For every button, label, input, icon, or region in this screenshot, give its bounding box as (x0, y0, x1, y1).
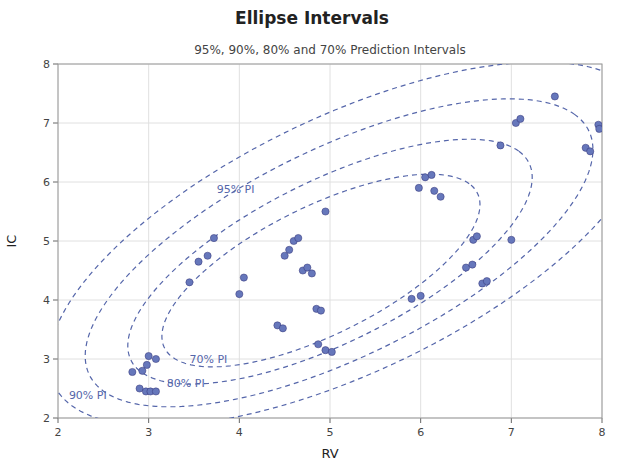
y-axis-label: IC (4, 235, 19, 248)
tick-label: 2 (55, 426, 62, 439)
scatter-point (415, 184, 422, 191)
tick-label: 5 (43, 235, 50, 248)
tick-label: 4 (43, 294, 50, 307)
scatter-point (408, 295, 415, 302)
scatter-point (152, 355, 159, 362)
scatter-point (473, 233, 480, 240)
axes: 2 3 4 5 6 7 8 2 3 4 5 6 7 8 (43, 58, 606, 439)
scatter-point (281, 252, 288, 259)
ellipse-label: 80% PI (167, 377, 205, 390)
scatter-point (431, 187, 438, 194)
scatter-point (204, 252, 211, 259)
tick-label: 4 (236, 426, 243, 439)
scatter-point (328, 348, 335, 355)
subtitle: 95%, 90%, 80% and 70% Prediction Interva… (194, 43, 466, 57)
prediction-ellipse (58, 64, 602, 418)
scatter-point (469, 261, 476, 268)
tick-mark (53, 182, 58, 183)
scatter-point (462, 264, 469, 271)
scatter-point (240, 274, 247, 281)
grid-line (58, 241, 602, 242)
scatter-point (317, 307, 324, 314)
grid-line (58, 359, 602, 360)
prediction-ellipse (162, 174, 480, 367)
scatter-point (304, 264, 311, 271)
grid-line (58, 300, 602, 301)
scatter-point (129, 368, 136, 375)
scatter-point (152, 388, 159, 395)
scatter-point (286, 246, 293, 253)
scatter-point (186, 279, 193, 286)
scatter-point (195, 258, 202, 265)
scatter-point (315, 341, 322, 348)
scatter-point (596, 125, 602, 132)
tick-mark (602, 418, 603, 423)
tick-mark (53, 241, 58, 242)
tick-label: 8 (43, 58, 50, 71)
tick-mark (53, 123, 58, 124)
scatter-point (322, 208, 329, 215)
tick-mark (148, 418, 149, 423)
tick-mark (53, 359, 58, 360)
tick-label: 3 (43, 353, 50, 366)
scatter-point (417, 292, 424, 299)
prediction-ellipse (128, 139, 532, 384)
scatter-point (497, 142, 504, 149)
annotations: 95% PI 90% PI 80% PI 70% PI (69, 183, 255, 403)
scatter-point (295, 234, 302, 241)
scatter-point (136, 385, 143, 392)
prediction-ellipse (85, 99, 593, 407)
scatter-point (517, 115, 524, 122)
scatter-point (279, 325, 286, 332)
scatter-point (145, 352, 152, 359)
scatter-point (308, 270, 315, 277)
tick-mark (511, 418, 512, 423)
ellipse-label: 90% PI (69, 389, 107, 402)
tick-label: 5 (327, 426, 334, 439)
scatter-point (437, 193, 444, 200)
tick-mark (53, 418, 58, 419)
scatter-point (483, 278, 490, 285)
chart: Ellipse Intervals 95%, 90%, 80% and 70% P… (0, 0, 624, 468)
scatter-point (139, 367, 146, 374)
tick-mark (330, 418, 331, 423)
tick-mark (239, 418, 240, 423)
tick-mark (58, 418, 59, 423)
scatter-point (322, 347, 329, 354)
tick-label: 6 (43, 176, 50, 189)
scatter-point (508, 236, 515, 243)
scatter-point (428, 171, 435, 178)
plot-area (58, 64, 602, 418)
grid (58, 64, 602, 418)
scatter-point (236, 291, 243, 298)
title: Ellipse Intervals (235, 8, 389, 28)
tick-mark (420, 418, 421, 423)
tick-mark (53, 64, 58, 65)
tick-label: 7 (508, 426, 515, 439)
scatter-point (210, 234, 217, 241)
x-axis-label: RV (321, 446, 338, 461)
plot-frame (58, 64, 602, 418)
scatter-point (587, 148, 594, 155)
tick-label: 8 (599, 426, 606, 439)
tick-label: 7 (43, 117, 50, 130)
tick-label: 2 (43, 412, 50, 425)
ellipse-label: 95% PI (217, 183, 255, 196)
scatter-point (551, 93, 558, 100)
tick-mark (53, 300, 58, 301)
ellipse-label: 70% PI (189, 353, 227, 366)
scatter-point (143, 361, 150, 368)
tick-label: 3 (145, 426, 152, 439)
tick-label: 6 (417, 426, 424, 439)
grid-line (58, 182, 602, 183)
